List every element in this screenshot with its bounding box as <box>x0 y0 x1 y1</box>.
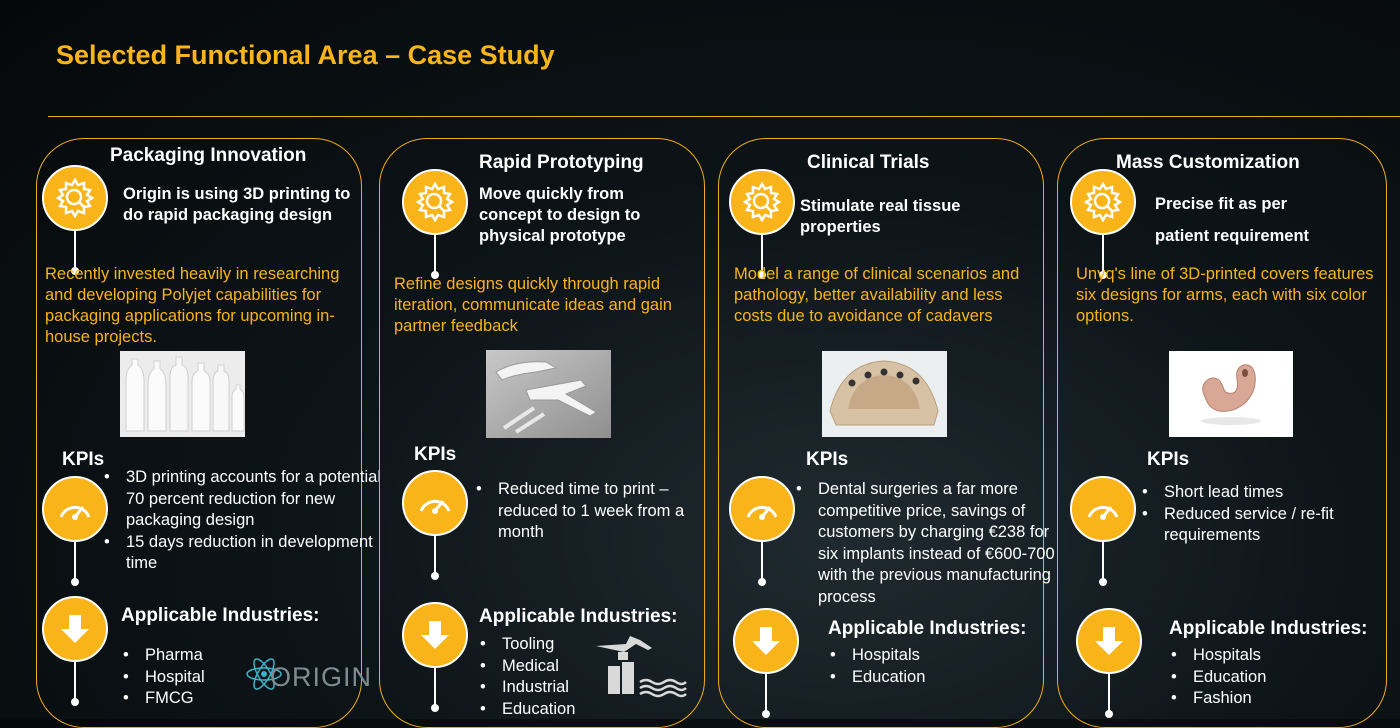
headline-pin <box>42 165 110 275</box>
prototype-parts-image <box>486 350 611 438</box>
gear-magnifier-icon <box>42 165 108 231</box>
industries-pin <box>1076 608 1144 718</box>
page-title: Selected Functional Area – Case Study <box>56 40 555 70</box>
kpi-pin <box>1070 476 1138 586</box>
industries-list: Hospitals Education <box>830 645 972 688</box>
list-item: Education <box>1171 667 1313 689</box>
atom-icon <box>246 658 282 690</box>
card-headline: Precise fit as per patient requirement <box>1155 195 1310 245</box>
industries-list: Hospitals Education Fashion <box>1171 645 1313 710</box>
headline-pin <box>402 169 470 279</box>
industries-list: Tooling Medical Industrial Education <box>480 634 612 720</box>
industries-label: Applicable Industries: <box>828 618 1027 639</box>
list-item: Dental surgeries a far more competitive … <box>796 479 1058 608</box>
kpi-label: KPIs <box>414 444 457 465</box>
list-item: Industrial <box>480 677 612 699</box>
card-description: Refine designs quickly through rapid ite… <box>394 275 672 335</box>
list-item: FMCG <box>123 688 265 710</box>
list-item: 3D printing accounts for a potential 70 … <box>104 467 386 532</box>
industries-list: Pharma Hospital FMCG <box>123 645 265 710</box>
industries-pin <box>402 602 470 712</box>
list-item: Reduced service / re-fit requirements <box>1142 504 1394 547</box>
list-item: Pharma <box>123 645 265 667</box>
kpi-list: Dental surgeries a far more competitive … <box>796 479 1058 608</box>
industries-pin <box>733 608 801 718</box>
list-item: Hospitals <box>1171 645 1313 667</box>
list-item: Hospitals <box>830 645 972 667</box>
card-description: Unyq's line of 3D-printed covers feature… <box>1076 265 1374 325</box>
card-title: Packaging Innovation <box>110 145 307 166</box>
list-item: Tooling <box>480 634 612 656</box>
kpi-pin <box>729 476 797 586</box>
gear-magnifier-icon <box>402 169 468 235</box>
custom-cover-image <box>1169 351 1293 437</box>
list-item: Education <box>480 699 612 721</box>
industries-label: Applicable Industries: <box>121 605 320 626</box>
industries-label: Applicable Industries: <box>1169 618 1368 639</box>
factory-icon <box>596 636 688 700</box>
origin-logo: ORIGIN <box>244 654 374 694</box>
card-headline: Origin is using 3D printing to do rapid … <box>123 185 351 224</box>
card-title: Rapid Prototyping <box>479 152 644 173</box>
speedometer-icon <box>1070 476 1136 542</box>
title-divider <box>48 116 1400 117</box>
down-arrow-icon <box>1076 608 1142 674</box>
origin-logo-text: ORIGIN <box>270 662 373 692</box>
dental-model-image <box>822 351 947 437</box>
kpi-list: Reduced time to print – reduced to 1 wee… <box>476 479 722 544</box>
list-item: Reduced time to print – reduced to 1 wee… <box>476 479 722 544</box>
gear-magnifier-icon <box>729 169 795 235</box>
kpi-list: 3D printing accounts for a potential 70 … <box>104 467 386 575</box>
headline-pin <box>729 169 797 279</box>
gear-magnifier-icon <box>1070 169 1136 235</box>
industries-label: Applicable Industries: <box>479 606 678 627</box>
list-item: Fashion <box>1171 688 1313 710</box>
card-title: Mass Customization <box>1116 152 1300 173</box>
kpi-pin <box>42 476 110 586</box>
kpi-pin <box>402 470 470 580</box>
kpi-list: Short lead times Reduced service / re-fi… <box>1142 482 1394 547</box>
list-item: Education <box>830 667 972 689</box>
down-arrow-icon <box>42 596 108 662</box>
list-item: Hospital <box>123 667 265 689</box>
industries-pin <box>42 596 110 706</box>
card-headline: Stimulate real tissue properties <box>800 197 961 236</box>
packaging-bottles-image <box>120 351 245 437</box>
card-title: Clinical Trials <box>807 152 930 173</box>
list-item: 15 days reduction in development time <box>104 532 386 575</box>
down-arrow-icon <box>733 608 799 674</box>
card-description: Recently invested heavily in researching… <box>45 265 340 346</box>
kpi-label: KPIs <box>806 449 849 470</box>
kpi-label: KPIs <box>1147 449 1190 470</box>
speedometer-icon <box>729 476 795 542</box>
card-description: Model a range of clinical scenarios and … <box>734 265 1020 325</box>
card-headline: Move quickly from concept to design to p… <box>479 185 641 245</box>
list-item: Medical <box>480 656 612 678</box>
headline-pin <box>1070 169 1138 279</box>
kpi-label: KPIs <box>62 449 105 470</box>
list-item: Short lead times <box>1142 482 1394 504</box>
down-arrow-icon <box>402 602 468 668</box>
speedometer-icon <box>42 476 108 542</box>
speedometer-icon <box>402 470 468 536</box>
